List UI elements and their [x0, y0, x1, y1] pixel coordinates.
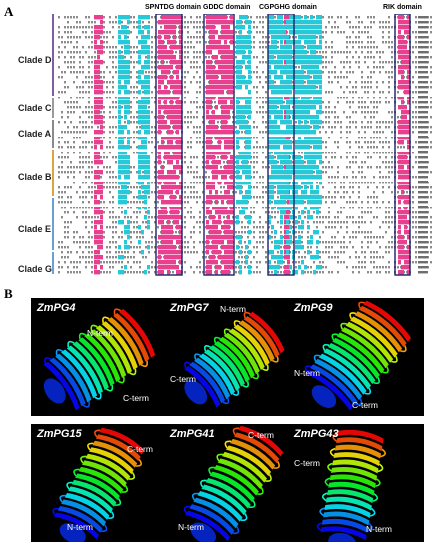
- protein-name: ZmPG41: [170, 428, 215, 440]
- gddc-domain-label: GDDC domain: [203, 4, 251, 11]
- protein-structure-zmpg4: ZmPG4 N-term C-term: [31, 298, 167, 416]
- clade-g-label: Clade G: [18, 264, 53, 274]
- rik-domain-label: RIK domain: [383, 4, 422, 11]
- ribbon-structure: [52, 427, 145, 542]
- c-term-label: C-term: [248, 430, 274, 440]
- sequence-alignment: [58, 13, 432, 276]
- clade-b-label: Clade B: [18, 172, 52, 182]
- n-term-label: N-term: [87, 328, 113, 338]
- protein-structure-zmpg15: ZmPG15 C-term N-term: [31, 424, 167, 542]
- protein-structure-zmpg41: ZmPG41 C-term N-term: [164, 424, 300, 542]
- panel-b-letter: B: [4, 286, 13, 301]
- protein-structure-zmpg43: ZmPG43 C-term N-term: [288, 424, 424, 542]
- protein-structure-zmpg9: ZmPG9 N-term C-term: [288, 298, 424, 416]
- n-term-label: N-term: [366, 524, 392, 534]
- cgpghg-domain-label: CGPGHG domain: [259, 4, 317, 11]
- c-term-label: C-term: [127, 444, 153, 454]
- clade-a-bracket: [52, 120, 54, 148]
- ribbon-structure: [184, 311, 285, 408]
- n-term-label: N-term: [67, 522, 93, 532]
- protein-name: ZmPG7: [170, 302, 209, 314]
- ribbon-structure: [304, 300, 412, 411]
- clade-e-label: Clade E: [18, 224, 52, 234]
- protein-name: ZmPG15: [37, 428, 82, 440]
- clade-b-bracket: [52, 150, 54, 196]
- clade-d-bracket: [52, 14, 54, 96]
- panel-a-letter: A: [4, 4, 14, 19]
- clade-a-label: Clade A: [18, 129, 52, 139]
- alignment-graphic: [58, 13, 432, 276]
- protein-name: ZmPG9: [294, 302, 333, 314]
- c-term-label: C-term: [352, 400, 378, 410]
- n-term-label: N-term: [178, 522, 204, 532]
- spntdg-domain-label: SPNTDG domain: [145, 4, 202, 11]
- protein-name: ZmPG4: [37, 302, 76, 314]
- protein-name: ZmPG43: [294, 428, 339, 440]
- clade-g-bracket: [52, 252, 54, 274]
- clade-c-label: Clade C: [18, 103, 52, 113]
- clade-e-bracket: [52, 198, 54, 250]
- c-term-label: C-term: [170, 374, 196, 384]
- clade-d-label: Clade D: [18, 55, 52, 65]
- c-term-label: C-term: [294, 458, 320, 468]
- n-term-label: N-term: [220, 304, 246, 314]
- clade-c-bracket: [52, 98, 54, 118]
- ribbon-structure: [43, 308, 156, 411]
- protein-structure-zmpg7: ZmPG7 N-term C-term: [164, 298, 300, 416]
- n-term-label: N-term: [294, 368, 320, 378]
- c-term-label: C-term: [123, 393, 149, 403]
- ribbon-structure: [183, 425, 284, 542]
- ribbon-structure: [316, 429, 386, 542]
